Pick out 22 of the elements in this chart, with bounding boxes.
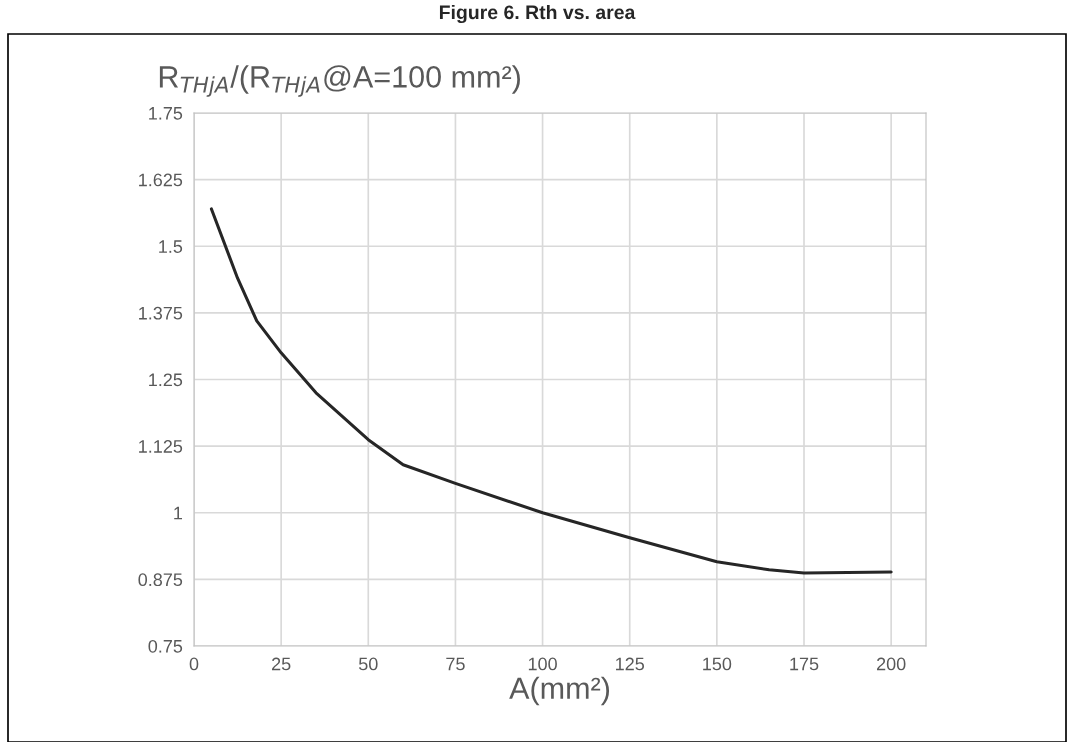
- x-tick-label: 200: [876, 657, 906, 671]
- y-tick-label: 0.75: [148, 639, 183, 653]
- x-tick-label: 175: [790, 657, 819, 671]
- y-tick-label: 1.625: [139, 173, 183, 187]
- y-tick-label: 1.75: [149, 107, 183, 120]
- x-tick-label: 25: [272, 657, 291, 671]
- x-tick-label: 125: [616, 657, 645, 671]
- y-axis-title: R$_{THjA}$/(R$_{THjA}$@A=100 mm²): [159, 65, 520, 97]
- y-tick-label: 1: [174, 506, 183, 520]
- x-tick-label: 0: [189, 657, 199, 671]
- y-tick-label: 0.875: [138, 573, 183, 587]
- x-tick-label: 150: [703, 657, 732, 671]
- line-series: [209, 207, 893, 575]
- x-axis-title: A(mm²): [509, 676, 610, 706]
- x-tick-label: 50: [358, 657, 378, 671]
- y-tick-label: 1.125: [139, 440, 183, 453]
- chart-title: Figure 6. Rth vs. area: [439, 4, 636, 24]
- y-tick-label: 1.5: [159, 240, 183, 253]
- x-tick-label: 75: [446, 657, 465, 671]
- y-tick-label: 1.25: [149, 373, 183, 387]
- y-tick-label: 1.375: [139, 306, 183, 320]
- x-tick-label: 100: [528, 657, 557, 671]
